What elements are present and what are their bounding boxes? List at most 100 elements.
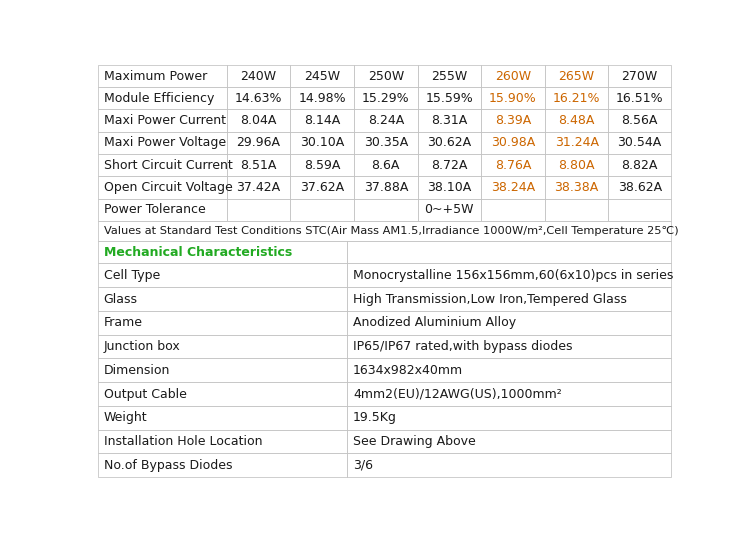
Text: 3/6: 3/6 — [353, 459, 373, 472]
Text: 29.96A: 29.96A — [236, 136, 280, 149]
Bar — [290, 87, 354, 109]
Bar — [418, 109, 482, 132]
Bar — [347, 241, 671, 263]
Bar — [226, 109, 290, 132]
Bar — [354, 176, 418, 199]
Bar — [418, 87, 482, 109]
Text: 19.5Kg: 19.5Kg — [353, 411, 397, 424]
Bar — [418, 176, 482, 199]
Text: 30.35A: 30.35A — [364, 136, 408, 149]
Bar — [544, 176, 608, 199]
Bar — [98, 287, 347, 311]
Text: 38.24A: 38.24A — [491, 181, 535, 194]
Text: Mechanical Characteristics: Mechanical Characteristics — [104, 246, 292, 259]
Bar — [226, 154, 290, 176]
Text: 8.48A: 8.48A — [559, 114, 595, 127]
Text: 245W: 245W — [304, 70, 340, 83]
Bar — [482, 65, 544, 87]
Text: 8.6A: 8.6A — [371, 159, 400, 171]
Bar — [482, 87, 544, 109]
Text: 38.62A: 38.62A — [618, 181, 662, 194]
Bar — [418, 132, 482, 154]
Bar — [98, 154, 226, 176]
Bar — [544, 199, 608, 221]
Bar — [354, 132, 418, 154]
Bar — [290, 109, 354, 132]
Text: Frame: Frame — [104, 316, 142, 329]
Text: 240W: 240W — [241, 70, 277, 83]
Bar — [347, 406, 671, 430]
Bar — [482, 109, 544, 132]
Bar — [482, 199, 544, 221]
Bar — [544, 132, 608, 154]
Bar — [608, 154, 671, 176]
Bar — [608, 132, 671, 154]
Text: Junction box: Junction box — [104, 340, 181, 353]
Bar — [354, 87, 418, 109]
Text: 16.51%: 16.51% — [616, 92, 664, 105]
Text: Maximum Power: Maximum Power — [104, 70, 207, 83]
Bar — [226, 199, 290, 221]
Bar — [608, 87, 671, 109]
Bar — [98, 109, 226, 132]
Bar — [98, 430, 347, 453]
Bar — [347, 453, 671, 477]
Text: Dimension: Dimension — [104, 364, 170, 377]
Text: Monocrystalline 156x156mm,60(6x10)pcs in series: Monocrystalline 156x156mm,60(6x10)pcs in… — [353, 269, 674, 282]
Text: Weight: Weight — [104, 411, 147, 424]
Text: Glass: Glass — [104, 293, 138, 306]
Text: 37.88A: 37.88A — [364, 181, 408, 194]
Bar — [98, 453, 347, 477]
Bar — [98, 335, 347, 358]
Bar — [482, 154, 544, 176]
Bar — [290, 65, 354, 87]
Bar — [544, 65, 608, 87]
Text: 30.62A: 30.62A — [427, 136, 472, 149]
Bar — [608, 199, 671, 221]
Bar — [544, 154, 608, 176]
Bar — [98, 263, 347, 287]
Text: 15.90%: 15.90% — [489, 92, 537, 105]
Text: 8.82A: 8.82A — [622, 159, 658, 171]
Bar — [98, 311, 347, 335]
Bar — [544, 109, 608, 132]
Bar — [354, 65, 418, 87]
Bar — [347, 335, 671, 358]
Text: 265W: 265W — [559, 70, 595, 83]
Bar — [226, 176, 290, 199]
Text: 14.63%: 14.63% — [235, 92, 282, 105]
Text: Cell Type: Cell Type — [104, 269, 160, 282]
Bar — [98, 241, 347, 263]
Bar — [418, 154, 482, 176]
Text: 38.38A: 38.38A — [554, 181, 598, 194]
Text: Open Circuit Voltage: Open Circuit Voltage — [104, 181, 232, 194]
Text: 31.24A: 31.24A — [555, 136, 598, 149]
Bar — [290, 199, 354, 221]
Text: Output Cable: Output Cable — [104, 387, 187, 400]
Text: 8.72A: 8.72A — [431, 159, 467, 171]
Bar — [290, 132, 354, 154]
Bar — [418, 199, 482, 221]
Text: 8.31A: 8.31A — [431, 114, 467, 127]
Bar — [354, 109, 418, 132]
Text: 30.10A: 30.10A — [300, 136, 344, 149]
Text: Power Tolerance: Power Tolerance — [104, 203, 206, 216]
Bar — [544, 87, 608, 109]
Bar — [347, 358, 671, 382]
Text: High Transmission,Low Iron,Tempered Glass: High Transmission,Low Iron,Tempered Glas… — [353, 293, 627, 306]
Text: 16.21%: 16.21% — [553, 92, 601, 105]
Text: IP65/IP67 rated,with bypass diodes: IP65/IP67 rated,with bypass diodes — [353, 340, 572, 353]
Text: 37.42A: 37.42A — [236, 181, 280, 194]
Text: Module Efficiency: Module Efficiency — [104, 92, 214, 105]
Text: 270W: 270W — [622, 70, 658, 83]
Bar — [290, 154, 354, 176]
Text: 250W: 250W — [368, 70, 404, 83]
Text: See Drawing Above: See Drawing Above — [353, 435, 476, 448]
Bar — [347, 430, 671, 453]
Text: 8.39A: 8.39A — [495, 114, 531, 127]
Bar — [226, 65, 290, 87]
Bar — [347, 311, 671, 335]
Bar — [482, 176, 544, 199]
Text: 8.76A: 8.76A — [495, 159, 531, 171]
Text: 30.98A: 30.98A — [491, 136, 536, 149]
